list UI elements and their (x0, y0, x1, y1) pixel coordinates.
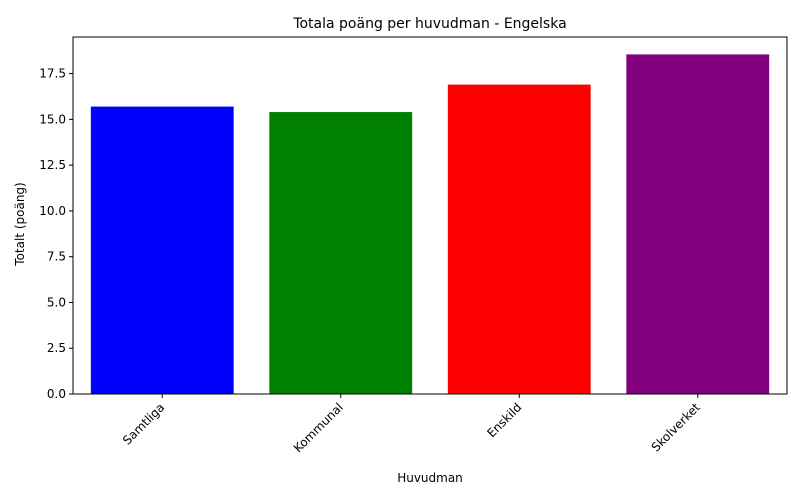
bar-kommunal (269, 112, 413, 395)
bar-samtliga (90, 106, 234, 395)
x-tick-label-enskild: Enskild (484, 400, 524, 440)
y-tick-label: 0.0 (47, 387, 66, 401)
plot-area: 0.0 2.5 5.0 7.5 10.0 12.5 15.0 17.5 Samtliga Komm… (39, 36, 788, 455)
y-axis-label: Totalt (poäng) (13, 182, 27, 266)
x-tick-label-samtliga: Samtliga (120, 400, 167, 447)
bar-enskild (447, 84, 591, 394)
x-tick-label-kommunal: Kommunal (291, 400, 346, 455)
y-tick-label: 2.5 (47, 341, 66, 355)
x-axis-label: Huvudman (397, 471, 463, 485)
y-tick-label: 12.5 (39, 158, 66, 172)
chart-title: Totala poäng per huvudman - Engelska (292, 16, 566, 32)
y-tick-label: 15.0 (39, 112, 66, 126)
x-tick-label-skolverket: Skolverket (649, 400, 704, 455)
y-tick-label: 17.5 (39, 67, 66, 81)
y-tick-label: 7.5 (47, 250, 66, 264)
bar-skolverket (626, 54, 770, 395)
y-tick-label: 5.0 (47, 295, 66, 309)
plot-frame (72, 36, 788, 395)
y-tick-label: 10.0 (39, 204, 66, 218)
